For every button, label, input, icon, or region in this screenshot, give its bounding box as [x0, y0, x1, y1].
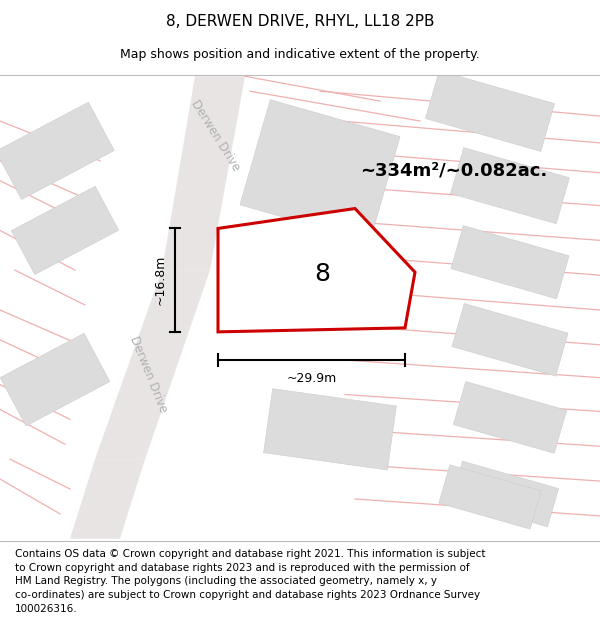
Polygon shape	[439, 465, 541, 529]
Polygon shape	[452, 304, 568, 376]
Polygon shape	[425, 71, 554, 151]
Polygon shape	[263, 389, 397, 470]
Polygon shape	[454, 381, 566, 453]
Polygon shape	[95, 270, 210, 459]
Text: Map shows position and indicative extent of the property.: Map shows position and indicative extent…	[120, 48, 480, 61]
Polygon shape	[70, 459, 145, 539]
Polygon shape	[451, 461, 559, 527]
Polygon shape	[0, 102, 114, 199]
Text: ~29.9m: ~29.9m	[286, 372, 337, 384]
Polygon shape	[240, 99, 400, 242]
Text: Derwen Drive: Derwen Drive	[127, 334, 169, 415]
Text: Derwen Drive: Derwen Drive	[188, 98, 242, 174]
Text: ~16.8m: ~16.8m	[154, 255, 167, 306]
Polygon shape	[451, 226, 569, 299]
Text: 8, DERWEN DRIVE, RHYL, LL18 2PB: 8, DERWEN DRIVE, RHYL, LL18 2PB	[166, 14, 434, 29]
Polygon shape	[11, 186, 119, 274]
Polygon shape	[0, 333, 110, 426]
Text: ~334m²/~0.082ac.: ~334m²/~0.082ac.	[360, 162, 547, 180]
Polygon shape	[451, 148, 569, 224]
Polygon shape	[162, 76, 245, 270]
Text: Contains OS data © Crown copyright and database right 2021. This information is : Contains OS data © Crown copyright and d…	[15, 549, 485, 614]
Polygon shape	[218, 209, 415, 332]
Text: 8: 8	[314, 262, 330, 286]
